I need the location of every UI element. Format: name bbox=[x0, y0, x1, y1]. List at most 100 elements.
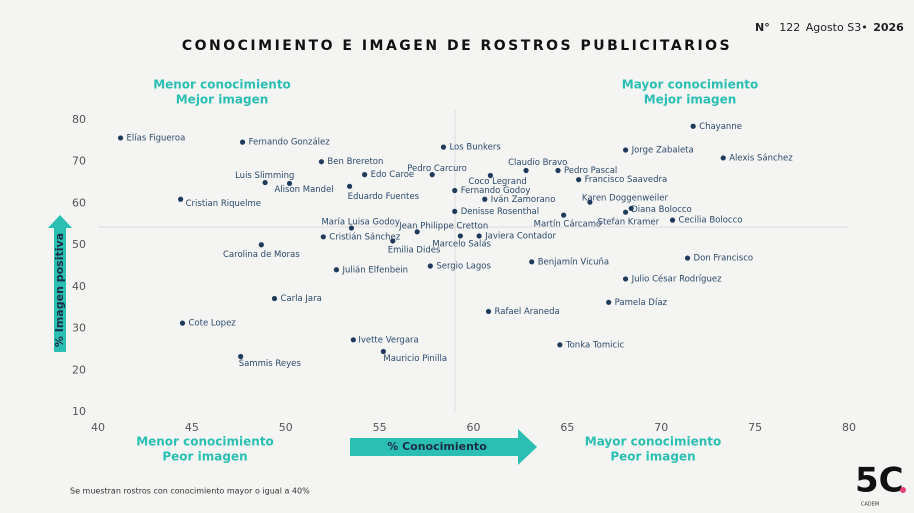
point bbox=[457, 233, 463, 239]
x-tick-label: 65 bbox=[560, 421, 574, 434]
point bbox=[239, 139, 246, 145]
point-label: Diana Bolocco bbox=[631, 205, 692, 215]
logo-name: CADEM bbox=[861, 502, 879, 508]
point-label: Luis Slimming bbox=[235, 171, 294, 181]
point bbox=[390, 238, 396, 244]
point-label: Martín Cárcamo bbox=[534, 220, 602, 230]
point-label: Ben Brereton bbox=[327, 157, 383, 167]
point bbox=[348, 225, 355, 231]
y-tick-label: 10 bbox=[72, 405, 86, 418]
point bbox=[286, 180, 293, 187]
point bbox=[622, 209, 629, 215]
point-label: Denisse Rosenthal bbox=[461, 207, 539, 217]
header-number: 122 bbox=[779, 21, 800, 34]
x-tick-label: 70 bbox=[654, 421, 668, 434]
point bbox=[117, 135, 124, 141]
point-label: Pedro Pascal bbox=[564, 166, 617, 176]
point bbox=[606, 299, 612, 305]
point-label: Emilia Dides bbox=[388, 245, 441, 255]
point bbox=[587, 199, 593, 205]
y-axis-label: % Imagen positiva bbox=[53, 233, 66, 347]
point-label: Alison Mandel bbox=[275, 185, 334, 195]
point bbox=[523, 167, 529, 174]
point-label: Marcelo Salas bbox=[432, 239, 491, 249]
x-tick-label: 40 bbox=[91, 421, 105, 434]
x-axis-label: % Conocimiento bbox=[387, 440, 487, 453]
point-label: Cecilia Bolocco bbox=[679, 216, 743, 226]
point-label: Fernando Godoy bbox=[461, 186, 531, 196]
point-label: Jean Philippe Cretton bbox=[398, 221, 488, 231]
x-tick-label: 45 bbox=[185, 421, 199, 434]
point bbox=[414, 229, 420, 235]
quadrant-label: Mejor imagen bbox=[176, 93, 269, 107]
y-tick-label: 30 bbox=[72, 322, 86, 335]
point bbox=[333, 267, 340, 273]
point-label: Francisco Saavedra bbox=[585, 175, 668, 185]
point-label: Tonka Tomicic bbox=[565, 340, 625, 350]
point bbox=[720, 155, 726, 161]
point bbox=[271, 295, 278, 302]
point bbox=[576, 177, 582, 183]
point-label: Alexis Sánchez bbox=[729, 153, 793, 163]
point-label: Coco Legrand bbox=[468, 177, 526, 187]
x-tick-label: 50 bbox=[279, 421, 293, 434]
x-tick-label: 55 bbox=[373, 421, 387, 434]
point bbox=[529, 259, 535, 265]
point bbox=[238, 353, 244, 360]
point-label: Mauricio Pinilla bbox=[383, 354, 447, 364]
point-label: Cristian Riquelme bbox=[186, 199, 261, 209]
point-label: Los Bunkers bbox=[449, 143, 501, 153]
chart-title: CONOCIMIENTO E IMAGEN DE ROSTROS PUBLICI… bbox=[182, 38, 732, 54]
point bbox=[669, 217, 676, 223]
y-tick-label: 40 bbox=[72, 280, 86, 293]
quadrant-label: Menor conocimiento bbox=[136, 435, 274, 449]
point bbox=[346, 183, 353, 189]
point bbox=[561, 212, 567, 218]
point-label: Carla Jara bbox=[280, 294, 321, 304]
point bbox=[318, 159, 325, 165]
plot: 40 45 50 55 60 65 70 75 80 10 20 30 40 50 60 70 80 Menor … bbox=[72, 78, 856, 464]
x-tick-label: 80 bbox=[842, 421, 856, 434]
point-label: Stefan Kramer bbox=[598, 218, 660, 228]
y-tick-label: 70 bbox=[72, 155, 86, 168]
point-label: Sergio Lagos bbox=[436, 262, 491, 272]
point bbox=[684, 255, 691, 261]
point bbox=[427, 263, 433, 269]
point-label: Javiera Contador bbox=[484, 231, 556, 241]
x-tick-label: 60 bbox=[467, 421, 481, 434]
y-tick-label: 50 bbox=[72, 238, 86, 251]
point-label: Elías Figueroa bbox=[127, 133, 186, 143]
point-label: Karen Doggenweiler bbox=[582, 194, 669, 204]
quadrant-label: Peor imagen bbox=[610, 450, 695, 464]
point bbox=[258, 242, 264, 248]
header: N° 122 Agosto S3• 2026 bbox=[755, 21, 904, 34]
point bbox=[429, 172, 435, 178]
quadrant-label: Peor imagen bbox=[162, 450, 247, 464]
quadrant-label: Mayor conocimiento bbox=[622, 78, 758, 92]
point-label: Jorge Zabaleta bbox=[631, 146, 694, 156]
y-tick-label: 20 bbox=[72, 363, 86, 376]
point-label: Benjamín Vicuña bbox=[538, 257, 609, 267]
point bbox=[557, 342, 563, 348]
logo: 5C bbox=[855, 461, 904, 501]
point bbox=[555, 167, 561, 174]
point-label: Sammis Reyes bbox=[239, 359, 302, 369]
header-prefix: N° bbox=[755, 21, 770, 34]
point-label: Claudio Bravo bbox=[508, 158, 567, 168]
point bbox=[440, 144, 447, 150]
y-tick-label: 60 bbox=[72, 196, 86, 209]
point bbox=[487, 172, 493, 179]
header-period: Agosto S3• bbox=[806, 21, 868, 34]
point bbox=[690, 123, 696, 129]
point-label: Julio César Rodríguez bbox=[631, 273, 723, 284]
logo-dot bbox=[900, 487, 906, 493]
point-label: Iván Zamorano bbox=[491, 195, 556, 205]
point-label: Pamela Díaz bbox=[615, 298, 668, 308]
point bbox=[485, 308, 492, 315]
point-label: Julián Elfenbein bbox=[341, 265, 408, 275]
x-arrow bbox=[350, 429, 537, 465]
y-arrow bbox=[48, 215, 72, 352]
point-label: Edo Caroe bbox=[371, 170, 415, 180]
